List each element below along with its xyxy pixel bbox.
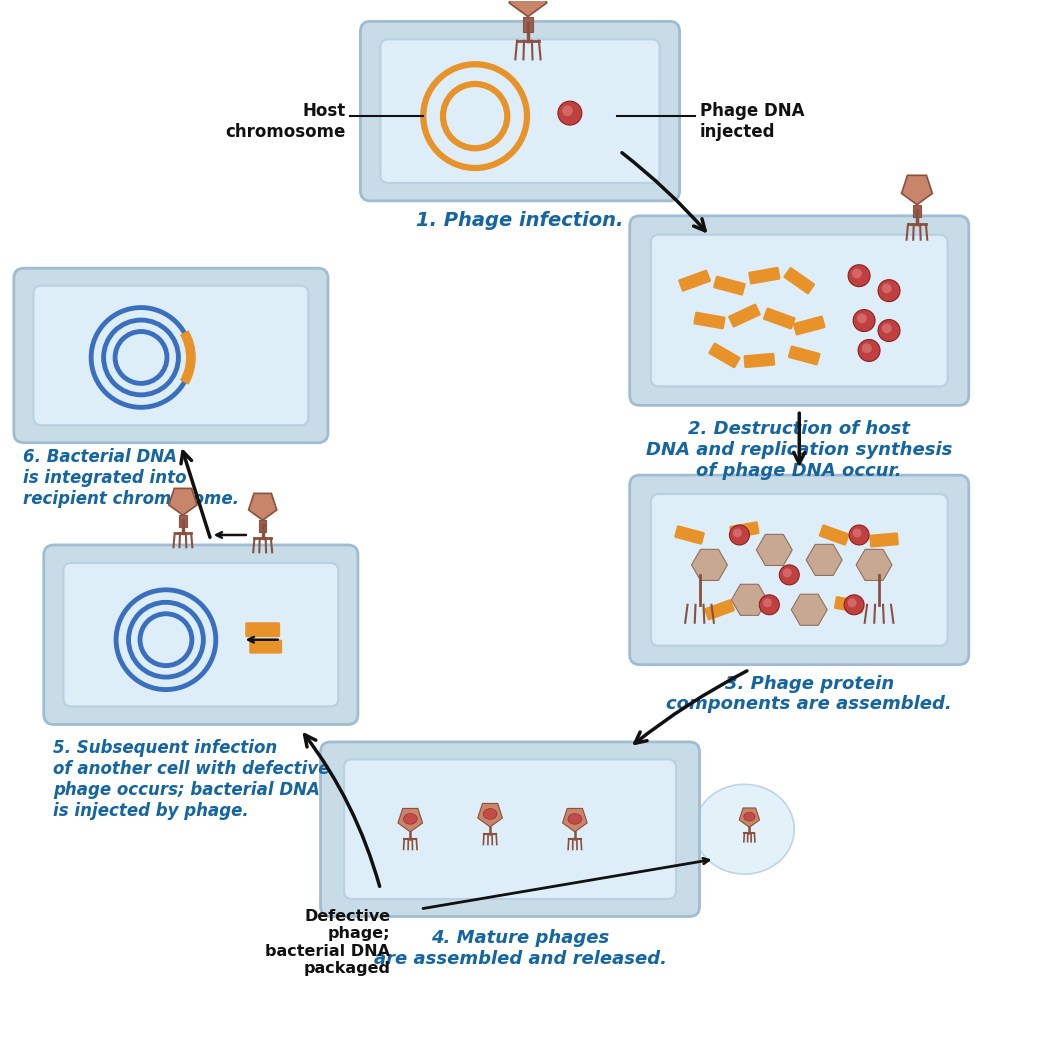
Circle shape	[763, 599, 771, 607]
Circle shape	[878, 320, 900, 341]
Circle shape	[853, 528, 862, 538]
FancyBboxPatch shape	[728, 303, 761, 327]
Circle shape	[878, 280, 900, 302]
FancyBboxPatch shape	[784, 267, 815, 295]
FancyBboxPatch shape	[713, 276, 745, 296]
Circle shape	[558, 101, 582, 125]
FancyBboxPatch shape	[793, 316, 826, 336]
Text: Phage DNA
injected: Phage DNA injected	[700, 102, 804, 140]
Text: 3. Phage protein
components are assembled.: 3. Phage protein components are assemble…	[666, 675, 953, 714]
FancyBboxPatch shape	[630, 215, 969, 406]
Text: Host
chromosome: Host chromosome	[225, 102, 346, 140]
Text: Defective
phage;
bacterial DNA
packaged: Defective phage; bacterial DNA packaged	[265, 909, 390, 976]
Text: 4. Mature phages
are assembled and released.: 4. Mature phages are assembled and relea…	[374, 929, 666, 967]
Circle shape	[844, 595, 864, 615]
Text: 1. Phage infection.: 1. Phage infection.	[416, 211, 624, 230]
FancyBboxPatch shape	[249, 640, 282, 654]
FancyBboxPatch shape	[788, 345, 820, 365]
Text: 2. Destruction of host
DNA and replication synthesis
of phage DNA occur.: 2. Destruction of host DNA and replicati…	[646, 420, 953, 479]
FancyBboxPatch shape	[818, 525, 849, 546]
Circle shape	[882, 283, 892, 294]
Circle shape	[857, 314, 867, 323]
Text: 5. Subsequent infection
of another cell with defective
phage occurs; bacterial D: 5. Subsequent infection of another cell …	[53, 739, 330, 819]
Ellipse shape	[743, 812, 755, 821]
FancyBboxPatch shape	[321, 742, 700, 917]
FancyBboxPatch shape	[678, 269, 711, 291]
FancyBboxPatch shape	[44, 545, 358, 724]
Bar	[179, 515, 186, 527]
FancyBboxPatch shape	[360, 21, 680, 201]
FancyBboxPatch shape	[743, 353, 776, 369]
FancyBboxPatch shape	[380, 39, 660, 183]
Bar	[913, 205, 921, 218]
Circle shape	[780, 565, 799, 585]
FancyBboxPatch shape	[64, 563, 338, 706]
Ellipse shape	[568, 813, 582, 825]
Text: 6. Bacterial DNA
is integrated into
recipient chromosome.: 6. Bacterial DNA is integrated into reci…	[23, 448, 239, 508]
FancyBboxPatch shape	[651, 494, 947, 645]
Circle shape	[847, 599, 857, 607]
FancyBboxPatch shape	[345, 759, 676, 899]
Ellipse shape	[694, 785, 794, 874]
Circle shape	[858, 340, 880, 361]
FancyBboxPatch shape	[33, 286, 308, 426]
FancyBboxPatch shape	[675, 525, 705, 545]
FancyBboxPatch shape	[708, 342, 740, 369]
FancyBboxPatch shape	[14, 268, 328, 442]
FancyBboxPatch shape	[693, 312, 726, 329]
Ellipse shape	[483, 809, 497, 819]
FancyBboxPatch shape	[730, 522, 760, 539]
Bar	[259, 521, 266, 531]
Circle shape	[848, 265, 870, 286]
FancyBboxPatch shape	[651, 234, 947, 386]
Circle shape	[733, 528, 742, 538]
FancyBboxPatch shape	[763, 307, 795, 329]
Circle shape	[562, 106, 573, 116]
Circle shape	[759, 595, 780, 615]
FancyBboxPatch shape	[834, 597, 864, 614]
Bar	[524, 17, 533, 32]
Circle shape	[730, 525, 750, 545]
Circle shape	[852, 268, 862, 279]
Circle shape	[854, 309, 875, 332]
Circle shape	[882, 323, 892, 334]
Circle shape	[862, 343, 871, 353]
Circle shape	[783, 568, 792, 578]
FancyBboxPatch shape	[246, 622, 280, 637]
Circle shape	[849, 525, 869, 545]
Ellipse shape	[404, 813, 417, 825]
FancyBboxPatch shape	[630, 475, 969, 664]
FancyBboxPatch shape	[869, 532, 898, 548]
FancyBboxPatch shape	[704, 599, 735, 621]
FancyBboxPatch shape	[748, 267, 781, 284]
